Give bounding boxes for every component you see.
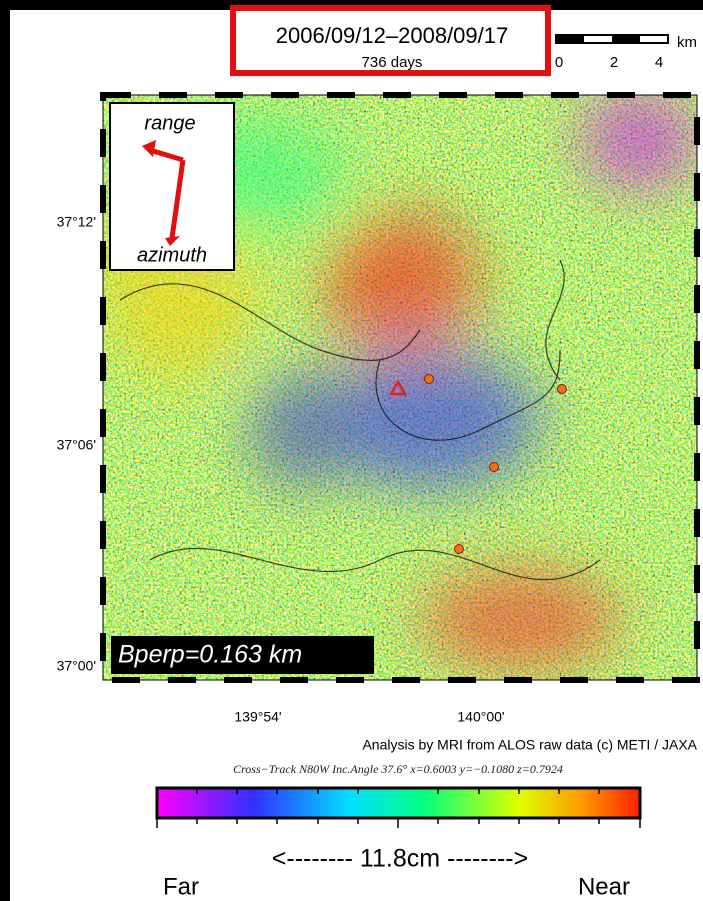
duration: 736 days (362, 54, 423, 71)
scale-label: 0 (555, 54, 563, 71)
bperp: Bperp=0.163 km (118, 641, 302, 669)
scale-label: 2 (610, 54, 618, 71)
lon-label: 140°00' (457, 709, 504, 725)
geometry: Cross−Track N80W Inc.Angle 37.6° x=0.600… (233, 762, 563, 776)
near-label: Near (578, 873, 630, 900)
page: { "header": {"date_range": "2006/09/12\u… (0, 0, 703, 901)
lat-label: 37°00' (57, 658, 96, 674)
direction-box: range azimuth (110, 103, 234, 270)
figure: 2006/09/12–2008/09/17 736 days km 0 2 4 (0, 0, 703, 901)
scale-label: 4 (655, 54, 663, 71)
colorbar-label: <-------- 11.8cm --------> (272, 845, 528, 873)
lat-label: 37°06' (57, 437, 96, 453)
date-range: 2006/09/12–2008/09/17 (276, 23, 508, 48)
far-label: Far (163, 873, 199, 900)
range-label: range (144, 112, 195, 134)
scale-unit: km (677, 34, 697, 51)
azimuth-label: azimuth (137, 244, 207, 266)
lat-label: 37°12' (57, 214, 96, 230)
lon-label: 139°54' (234, 709, 281, 725)
credits: Analysis by MRI from ALOS raw data (c) M… (362, 737, 697, 753)
